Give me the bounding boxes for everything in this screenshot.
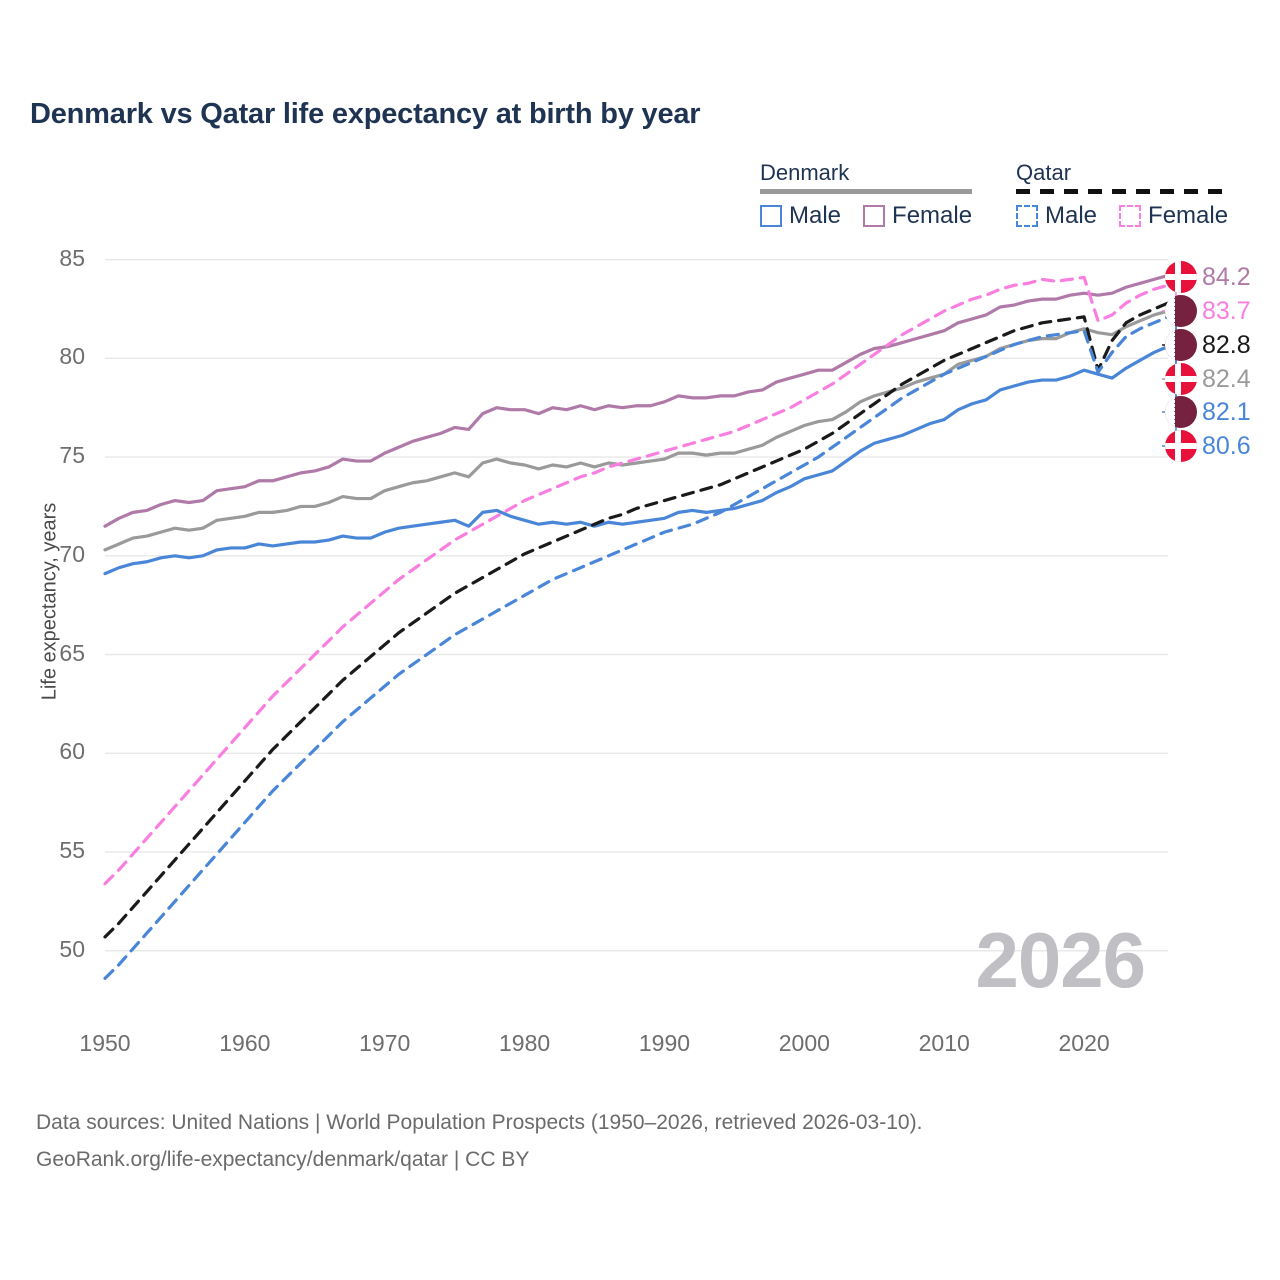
series-line-denmark-total — [103, 309, 1170, 552]
watermark-year: 2026 — [975, 916, 1146, 1004]
y-tick-label: 85 — [59, 244, 85, 271]
legend-item-qatar-male[interactable]: Male — [1016, 202, 1097, 230]
x-tick-label: 1950 — [79, 1030, 131, 1056]
series-lines — [103, 273, 1170, 981]
y-axis-title: Life expectancy, years — [38, 502, 61, 701]
legend-rule-dashed — [1016, 189, 1229, 194]
y-tick-label: 50 — [59, 935, 85, 962]
denmark-flag-icon — [1165, 261, 1197, 293]
legend-group-qatar: Qatar Male Female — [1016, 160, 1229, 230]
x-tick-label: 1960 — [219, 1030, 271, 1056]
end-label-value: 82.4 — [1202, 364, 1251, 393]
page-title: Denmark vs Qatar life expectancy at birt… — [30, 98, 701, 130]
footer-data-sources: Data sources: United Nations | World Pop… — [36, 1111, 923, 1134]
qatar-flag-icon — [1165, 295, 1197, 327]
series-line-denmark-female — [103, 273, 1170, 528]
x-tick-label: 1970 — [359, 1030, 411, 1056]
y-tick-label: 75 — [59, 442, 85, 469]
legend-item-denmark-male[interactable]: Male — [760, 202, 841, 230]
footer: Data sources: United Nations | World Pop… — [36, 1105, 922, 1179]
y-tick-label: 60 — [59, 738, 85, 765]
series-line-qatar-male — [103, 315, 1170, 981]
x-tick-label: 2000 — [778, 1030, 830, 1056]
legend-item-label: Female — [892, 202, 973, 229]
gridlines — [105, 258, 1168, 952]
end-label-value: 82.8 — [1202, 330, 1251, 359]
qatar-flag-icon — [1165, 329, 1197, 361]
qatar-flag-icon — [1165, 396, 1197, 428]
y-tick-label: 65 — [59, 639, 85, 666]
end-label-qatar-female: 83.7 — [1165, 294, 1251, 328]
end-value-labels: 84.2 83.7 82.8 82.4 82.1 80.6 — [1165, 0, 1280, 1280]
legend-group-denmark: Denmark Male Female — [760, 160, 973, 230]
y-tick-label: 55 — [59, 837, 85, 864]
x-tick-label: 1990 — [638, 1030, 691, 1056]
x-tick-label: 2020 — [1058, 1030, 1110, 1056]
end-label-value: 80.6 — [1202, 431, 1251, 460]
y-tick-label: 80 — [59, 343, 85, 370]
denmark-flag-icon — [1165, 363, 1197, 395]
x-tick-label: 2010 — [918, 1030, 970, 1056]
series-line-qatar-total — [103, 301, 1170, 939]
legend-group-title: Denmark — [760, 160, 850, 185]
end-label-denmark-female: 84.2 — [1165, 260, 1251, 294]
end-label-value: 83.7 — [1202, 296, 1251, 325]
legend-swatch-icon — [760, 205, 782, 227]
footer-attribution: GeoRank.org/life-expectancy/denmark/qata… — [36, 1147, 530, 1171]
chart-legend: Denmark Male Female Qatar Male Female — [760, 160, 1260, 240]
legend-item-label: Male — [1045, 202, 1098, 229]
legend-item-denmark-female[interactable]: Female — [863, 202, 972, 230]
end-label-value: 84.2 — [1202, 262, 1251, 291]
legend-group-title: Qatar — [1016, 160, 1072, 185]
legend-item-label: Female — [1148, 202, 1229, 229]
y-tick-label: 70 — [59, 540, 85, 567]
end-label-value: 82.1 — [1202, 397, 1251, 426]
legend-item-label: Male — [789, 202, 842, 229]
end-label-denmark-total: 82.4 — [1165, 362, 1251, 396]
legend-rule-solid — [760, 189, 973, 194]
legend-swatch-icon — [1119, 205, 1142, 227]
series-line-denmark-male — [103, 344, 1170, 576]
end-label-qatar-male: 82.1 — [1165, 395, 1251, 429]
end-label-qatar-total: 82.8 — [1165, 328, 1251, 362]
denmark-flag-icon — [1165, 430, 1197, 462]
legend-item-qatar-female[interactable]: Female — [1119, 202, 1228, 230]
legend-swatch-icon — [863, 205, 886, 227]
legend-swatch-icon — [1016, 205, 1038, 227]
end-label-denmark-male: 80.6 — [1165, 429, 1251, 463]
series-line-qatar-female — [103, 275, 1170, 886]
x-tick-label: 1980 — [499, 1030, 551, 1056]
